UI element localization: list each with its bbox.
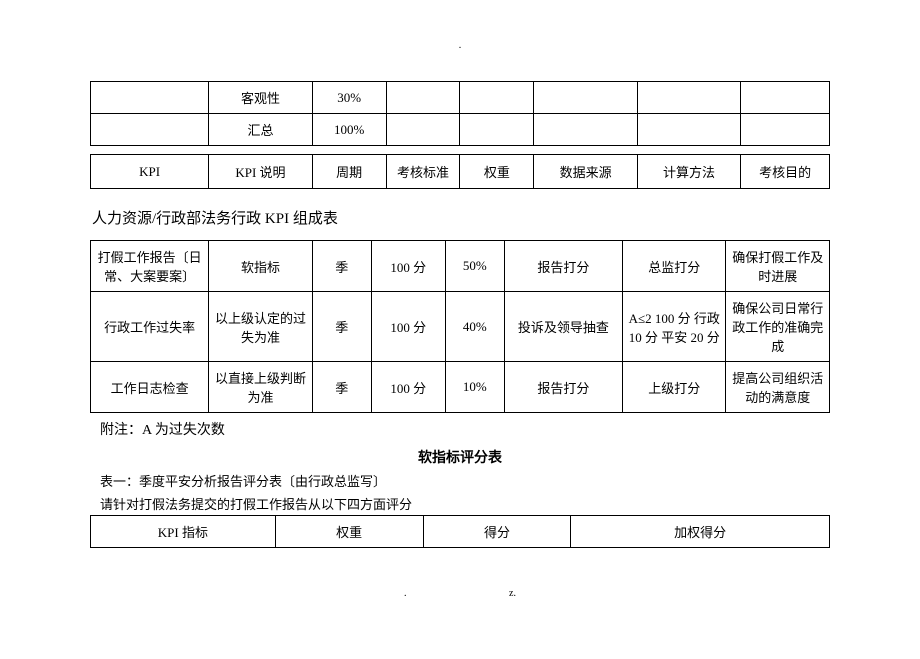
section-title-hr-legal-kpi: 人力资源/行政部法务行政 KPI 组成表 <box>90 207 830 228</box>
cell: 报告打分 <box>504 241 622 292</box>
col-period: 周期 <box>312 155 386 189</box>
col-kpi-indicator: KPI 指标 <box>91 516 276 548</box>
table-row: 打假工作报告〔日常、大案要案〕 软指标 季 100 分 50% 报告打分 总监打… <box>91 241 830 292</box>
table-row: KPI 指标 权重 得分 加权得分 <box>91 516 830 548</box>
col-weight: 权重 <box>275 516 423 548</box>
cell: 40% <box>445 292 504 362</box>
cell: 10% <box>445 362 504 413</box>
cell: 打假工作报告〔日常、大案要案〕 <box>91 241 209 292</box>
col-weight: 权重 <box>460 155 534 189</box>
cell: 总监打分 <box>623 241 726 292</box>
soft-table-caption-1: 表一：季度平安分析报告评分表〔由行政总监写〕 <box>90 471 830 490</box>
col-weighted-score: 加权得分 <box>571 516 830 548</box>
col-source: 数据来源 <box>534 155 637 189</box>
cell <box>91 114 209 146</box>
cell: 季 <box>312 362 371 413</box>
cell: 提高公司组织活动的满意度 <box>726 362 830 413</box>
table-row: 行政工作过失率 以上级认定的过失为准 季 100 分 40% 投诉及领导抽查 A… <box>91 292 830 362</box>
soft-indicator-title: 软指标评分表 <box>90 447 830 467</box>
cell <box>741 82 830 114</box>
cell <box>91 82 209 114</box>
col-kpi: KPI <box>91 155 209 189</box>
soft-table-caption-2: 请针对打假法务提交的打假工作报告从以下四方面评分 <box>90 494 830 513</box>
cell: 投诉及领导抽查 <box>504 292 622 362</box>
bottom-dot-right: z. <box>509 588 516 599</box>
table-objectivity-summary: 客观性 30% 汇总 100% <box>90 81 830 146</box>
footnote-a-definition: 附注：A 为过失次数 <box>90 419 830 439</box>
table-kpi-header: KPI KPI 说明 周期 考核标准 权重 数据来源 计算方法 考核目的 <box>90 154 830 189</box>
table-soft-score-header: KPI 指标 权重 得分 加权得分 <box>90 515 830 548</box>
col-purpose: 考核目的 <box>741 155 830 189</box>
cell <box>534 82 637 114</box>
cell: A≤2 100 分 行政 10 分 平安 20 分 <box>623 292 726 362</box>
cell: 100 分 <box>371 241 445 292</box>
cell <box>637 114 740 146</box>
cell <box>460 82 534 114</box>
cell <box>386 114 460 146</box>
table-kpi-composition: 打假工作报告〔日常、大案要案〕 软指标 季 100 分 50% 报告打分 总监打… <box>90 240 830 413</box>
cell <box>460 114 534 146</box>
col-method: 计算方法 <box>637 155 740 189</box>
cell <box>534 114 637 146</box>
bottom-dot-left: . <box>404 588 407 599</box>
cell: 100 分 <box>371 362 445 413</box>
cell: 软指标 <box>209 241 312 292</box>
cell: 确保打假工作及时进展 <box>726 241 830 292</box>
table-row: 汇总 100% <box>91 114 830 146</box>
table-row: KPI KPI 说明 周期 考核标准 权重 数据来源 计算方法 考核目的 <box>91 155 830 189</box>
cell: 客观性 <box>209 82 312 114</box>
cell: 汇总 <box>209 114 312 146</box>
cell: 以直接上级判断为准 <box>209 362 312 413</box>
cell <box>386 82 460 114</box>
cell: 确保公司日常行政工作的准确完成 <box>726 292 830 362</box>
cell: 100% <box>312 114 386 146</box>
cell: 30% <box>312 82 386 114</box>
cell: 季 <box>312 241 371 292</box>
cell: 以上级认定的过失为准 <box>209 292 312 362</box>
cell <box>741 114 830 146</box>
cell: 工作日志检查 <box>91 362 209 413</box>
cell: 100 分 <box>371 292 445 362</box>
col-kpi-desc: KPI 说明 <box>209 155 312 189</box>
cell: 50% <box>445 241 504 292</box>
table-row: 客观性 30% <box>91 82 830 114</box>
cell: 季 <box>312 292 371 362</box>
col-score: 得分 <box>423 516 571 548</box>
cell: 行政工作过失率 <box>91 292 209 362</box>
table-row: 工作日志检查 以直接上级判断为准 季 100 分 10% 报告打分 上级打分 提… <box>91 362 830 413</box>
cell: 上级打分 <box>623 362 726 413</box>
cell: 报告打分 <box>504 362 622 413</box>
page-bottom-marker: . z. <box>90 588 830 599</box>
page-top-marker: . <box>90 40 830 51</box>
cell <box>637 82 740 114</box>
col-standard: 考核标准 <box>386 155 460 189</box>
